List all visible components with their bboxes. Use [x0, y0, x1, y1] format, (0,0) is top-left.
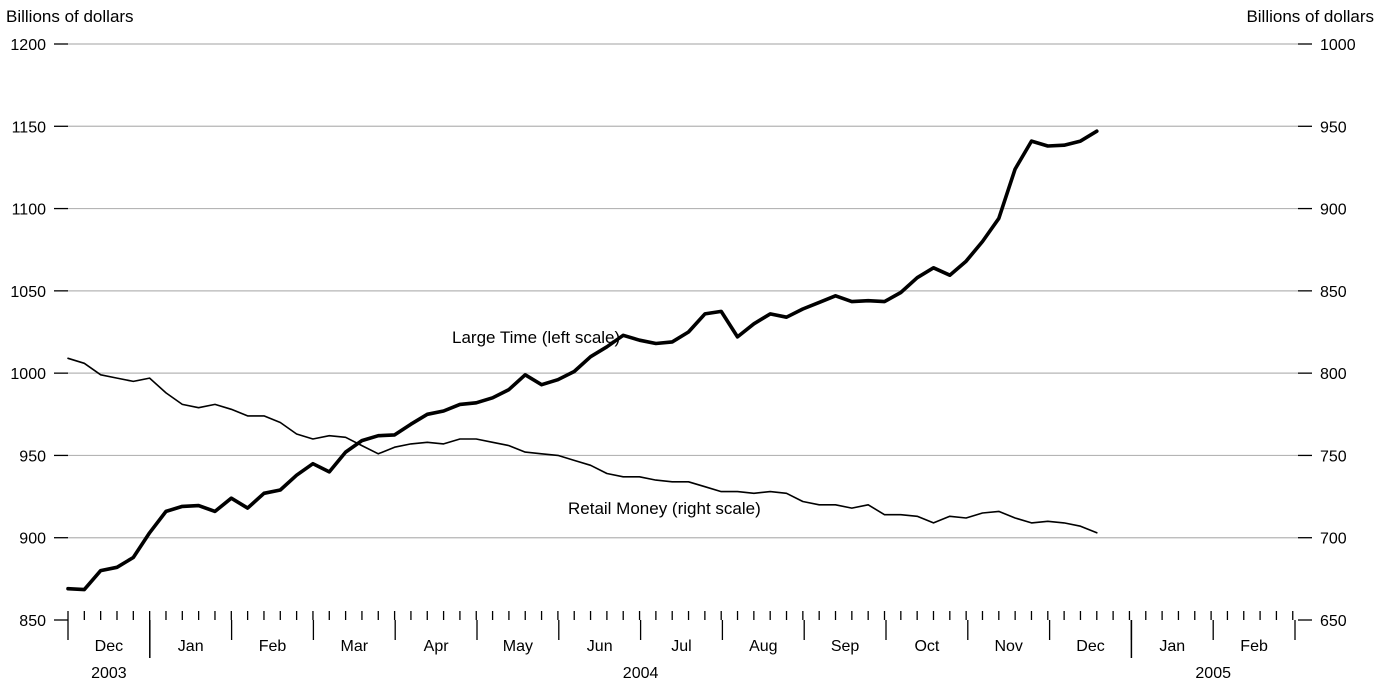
month-label: Jul	[671, 638, 691, 655]
month-label: Sep	[831, 638, 860, 655]
month-label: Jan	[1159, 638, 1185, 655]
month-label: Feb	[1240, 638, 1268, 655]
right-tick-label: 1000	[1320, 37, 1356, 54]
gridlines	[68, 43, 1298, 539]
left-tick-label: 1000	[10, 366, 46, 383]
left-tick-label: 900	[19, 531, 46, 548]
left-tick-label: 1050	[10, 284, 46, 301]
right-tick-label: 750	[1320, 448, 1347, 465]
right-tick-label: 950	[1320, 119, 1347, 136]
left-tick-label: 1150	[12, 119, 47, 136]
right-axis-label: Billions of dollars	[1246, 7, 1374, 26]
left-tick-label: 850	[19, 613, 46, 630]
left-axis: 850 900 950 1000 1050 1100 1150 1200	[10, 37, 68, 630]
year-label: 2004	[623, 665, 659, 682]
right-tick-label: 800	[1320, 366, 1347, 383]
month-label: Oct	[914, 638, 939, 655]
month-label: Dec	[95, 638, 123, 655]
month-label: Aug	[749, 638, 777, 655]
month-label: Jan	[178, 638, 204, 655]
annotation-retail-money: Retail Money (right scale)	[568, 499, 761, 518]
month-label: Apr	[424, 638, 450, 655]
series-group	[66, 129, 1099, 592]
month-label: Jun	[587, 638, 613, 655]
year-label: 2005	[1195, 665, 1231, 682]
right-tick-label: 850	[1320, 284, 1347, 301]
right-tick-label: 650	[1320, 613, 1347, 630]
year-label: 2003	[91, 665, 127, 682]
left-tick-label: 950	[19, 448, 46, 465]
x-axis: Dec Jan Feb Mar Apr May Jun Jul Aug Sep Oct Nov Dec J…	[67, 611, 1296, 682]
left-axis-label: Billions of dollars	[6, 7, 134, 26]
right-tick-label: 700	[1320, 531, 1347, 548]
month-label: May	[503, 638, 533, 655]
large-time-series-line	[66, 129, 1099, 592]
left-tick-label: 1200	[10, 37, 46, 54]
retail-money-series-line	[67, 357, 1098, 534]
month-label: Dec	[1076, 638, 1104, 655]
right-axis: 650 700 750 800 850 900 950 1000	[1298, 37, 1356, 630]
annotation-large-time: Large Time (left scale)	[452, 328, 620, 347]
month-label: Mar	[341, 638, 369, 655]
month-label: Feb	[259, 638, 287, 655]
left-tick-label: 1100	[12, 202, 47, 219]
right-tick-label: 900	[1320, 202, 1347, 219]
month-label: Nov	[994, 638, 1022, 655]
